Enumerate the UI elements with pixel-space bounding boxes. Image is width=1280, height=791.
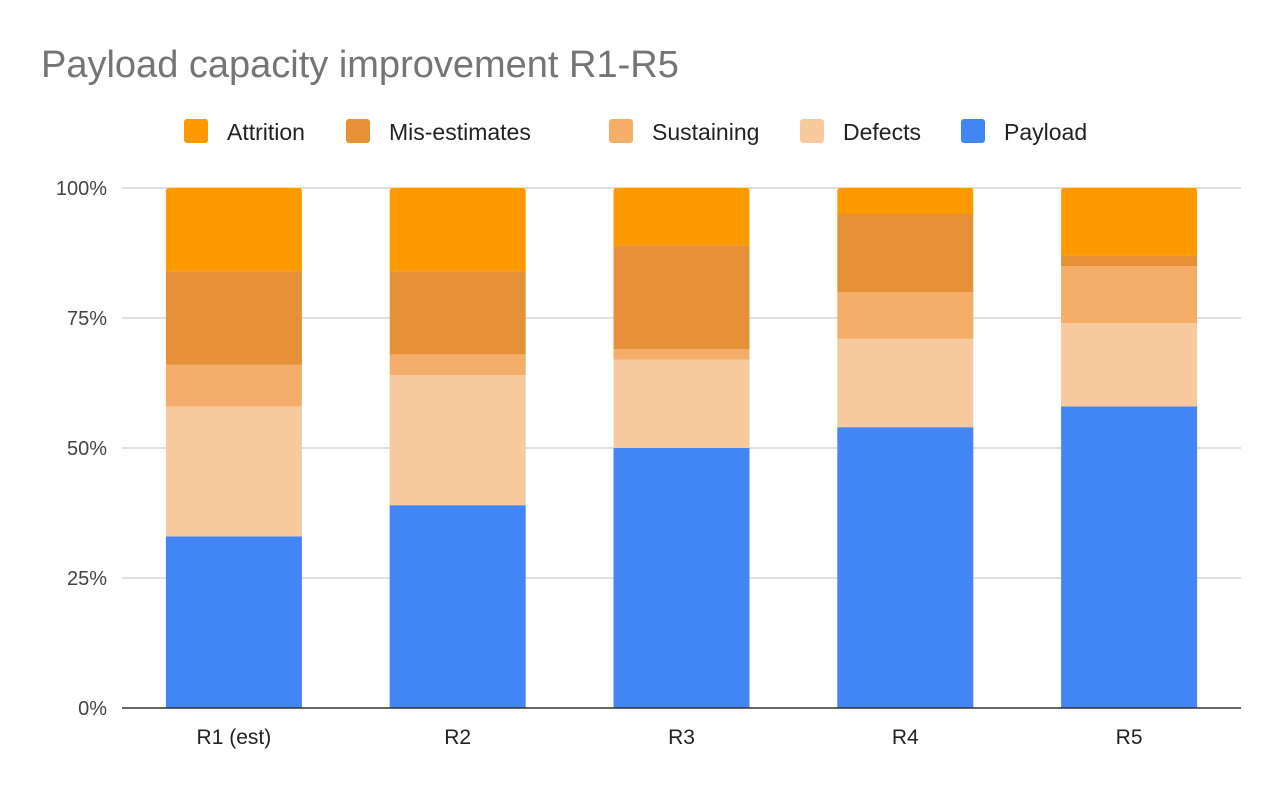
bar-segment-mis-estimates bbox=[1061, 255, 1198, 266]
bar-segment-attrition bbox=[613, 188, 750, 246]
bar-segment-attrition bbox=[837, 188, 974, 214]
x-tick-label: R1 (est) bbox=[197, 726, 272, 749]
bar-segment-mis-estimates bbox=[389, 271, 526, 355]
y-tick-label: 100% bbox=[56, 178, 107, 200]
bar-segment-payload bbox=[837, 427, 974, 708]
bar-segment-sustaining bbox=[1061, 266, 1198, 324]
chart-title: Payload capacity improvement R1-R5 bbox=[41, 44, 679, 86]
x-tick-label: R2 bbox=[444, 726, 471, 749]
legend-label: Defects bbox=[843, 119, 921, 145]
legend-item-sustaining: Sustaining bbox=[609, 119, 759, 145]
y-tick-label: 75% bbox=[67, 308, 107, 330]
legend-label: Mis-estimates bbox=[389, 119, 531, 145]
bar-segment-defects bbox=[389, 375, 526, 506]
bar-segment-sustaining bbox=[613, 349, 750, 360]
bar-segment-attrition bbox=[165, 188, 302, 272]
bar-group-r5 bbox=[1061, 188, 1198, 708]
bar-group-r1-est bbox=[165, 188, 302, 708]
legend-swatch bbox=[800, 119, 824, 143]
bar-segment-mis-estimates bbox=[165, 271, 302, 365]
bar-group-r3 bbox=[613, 188, 750, 708]
bar-group-r2 bbox=[389, 188, 526, 708]
y-tick-label: 50% bbox=[67, 438, 107, 460]
legend-swatch bbox=[346, 119, 370, 143]
legend-swatch bbox=[184, 119, 208, 143]
legend-label: Payload bbox=[1004, 119, 1087, 145]
x-axis: R1 (est) R2 R3 R4 R5 bbox=[122, 707, 1241, 749]
legend-item-defects: Defects bbox=[800, 119, 921, 145]
bar-segment-sustaining bbox=[837, 292, 974, 339]
bar-group-r4 bbox=[837, 188, 974, 708]
legend-swatch bbox=[609, 119, 633, 143]
bar-segment-defects bbox=[1061, 323, 1198, 407]
legend-item-mis-estimates: Mis-estimates bbox=[346, 119, 531, 145]
bar-segment-attrition bbox=[389, 188, 526, 272]
y-tick-label: 25% bbox=[67, 568, 107, 590]
legend-label: Attrition bbox=[227, 119, 305, 145]
x-tick-label: R5 bbox=[1116, 726, 1143, 749]
legend-item-attrition: Attrition bbox=[184, 119, 305, 145]
bar-segment-payload bbox=[1061, 406, 1198, 708]
x-tick-label: R4 bbox=[892, 726, 919, 749]
bar-segment-payload bbox=[613, 448, 750, 708]
bar-segment-sustaining bbox=[165, 364, 302, 407]
bar-segment-payload bbox=[165, 536, 302, 708]
bar-segment-mis-estimates bbox=[613, 245, 750, 350]
legend: Attrition Mis-estimates Sustaining Defects P… bbox=[184, 119, 1087, 145]
legend-label: Sustaining bbox=[652, 119, 759, 145]
bar-segment-defects bbox=[613, 359, 750, 448]
legend-item-payload: Payload bbox=[961, 119, 1087, 145]
bar-segment-attrition bbox=[1061, 188, 1198, 256]
bar-segment-sustaining bbox=[389, 354, 526, 376]
bars bbox=[165, 188, 1198, 708]
bar-segment-defects bbox=[165, 406, 302, 537]
y-tick-label: 0% bbox=[78, 698, 107, 720]
legend-swatch bbox=[961, 119, 985, 143]
x-tick-label: R3 bbox=[668, 726, 695, 749]
bar-segment-payload bbox=[389, 505, 526, 708]
bar-segment-mis-estimates bbox=[837, 214, 974, 292]
bar-segment-defects bbox=[837, 338, 974, 428]
